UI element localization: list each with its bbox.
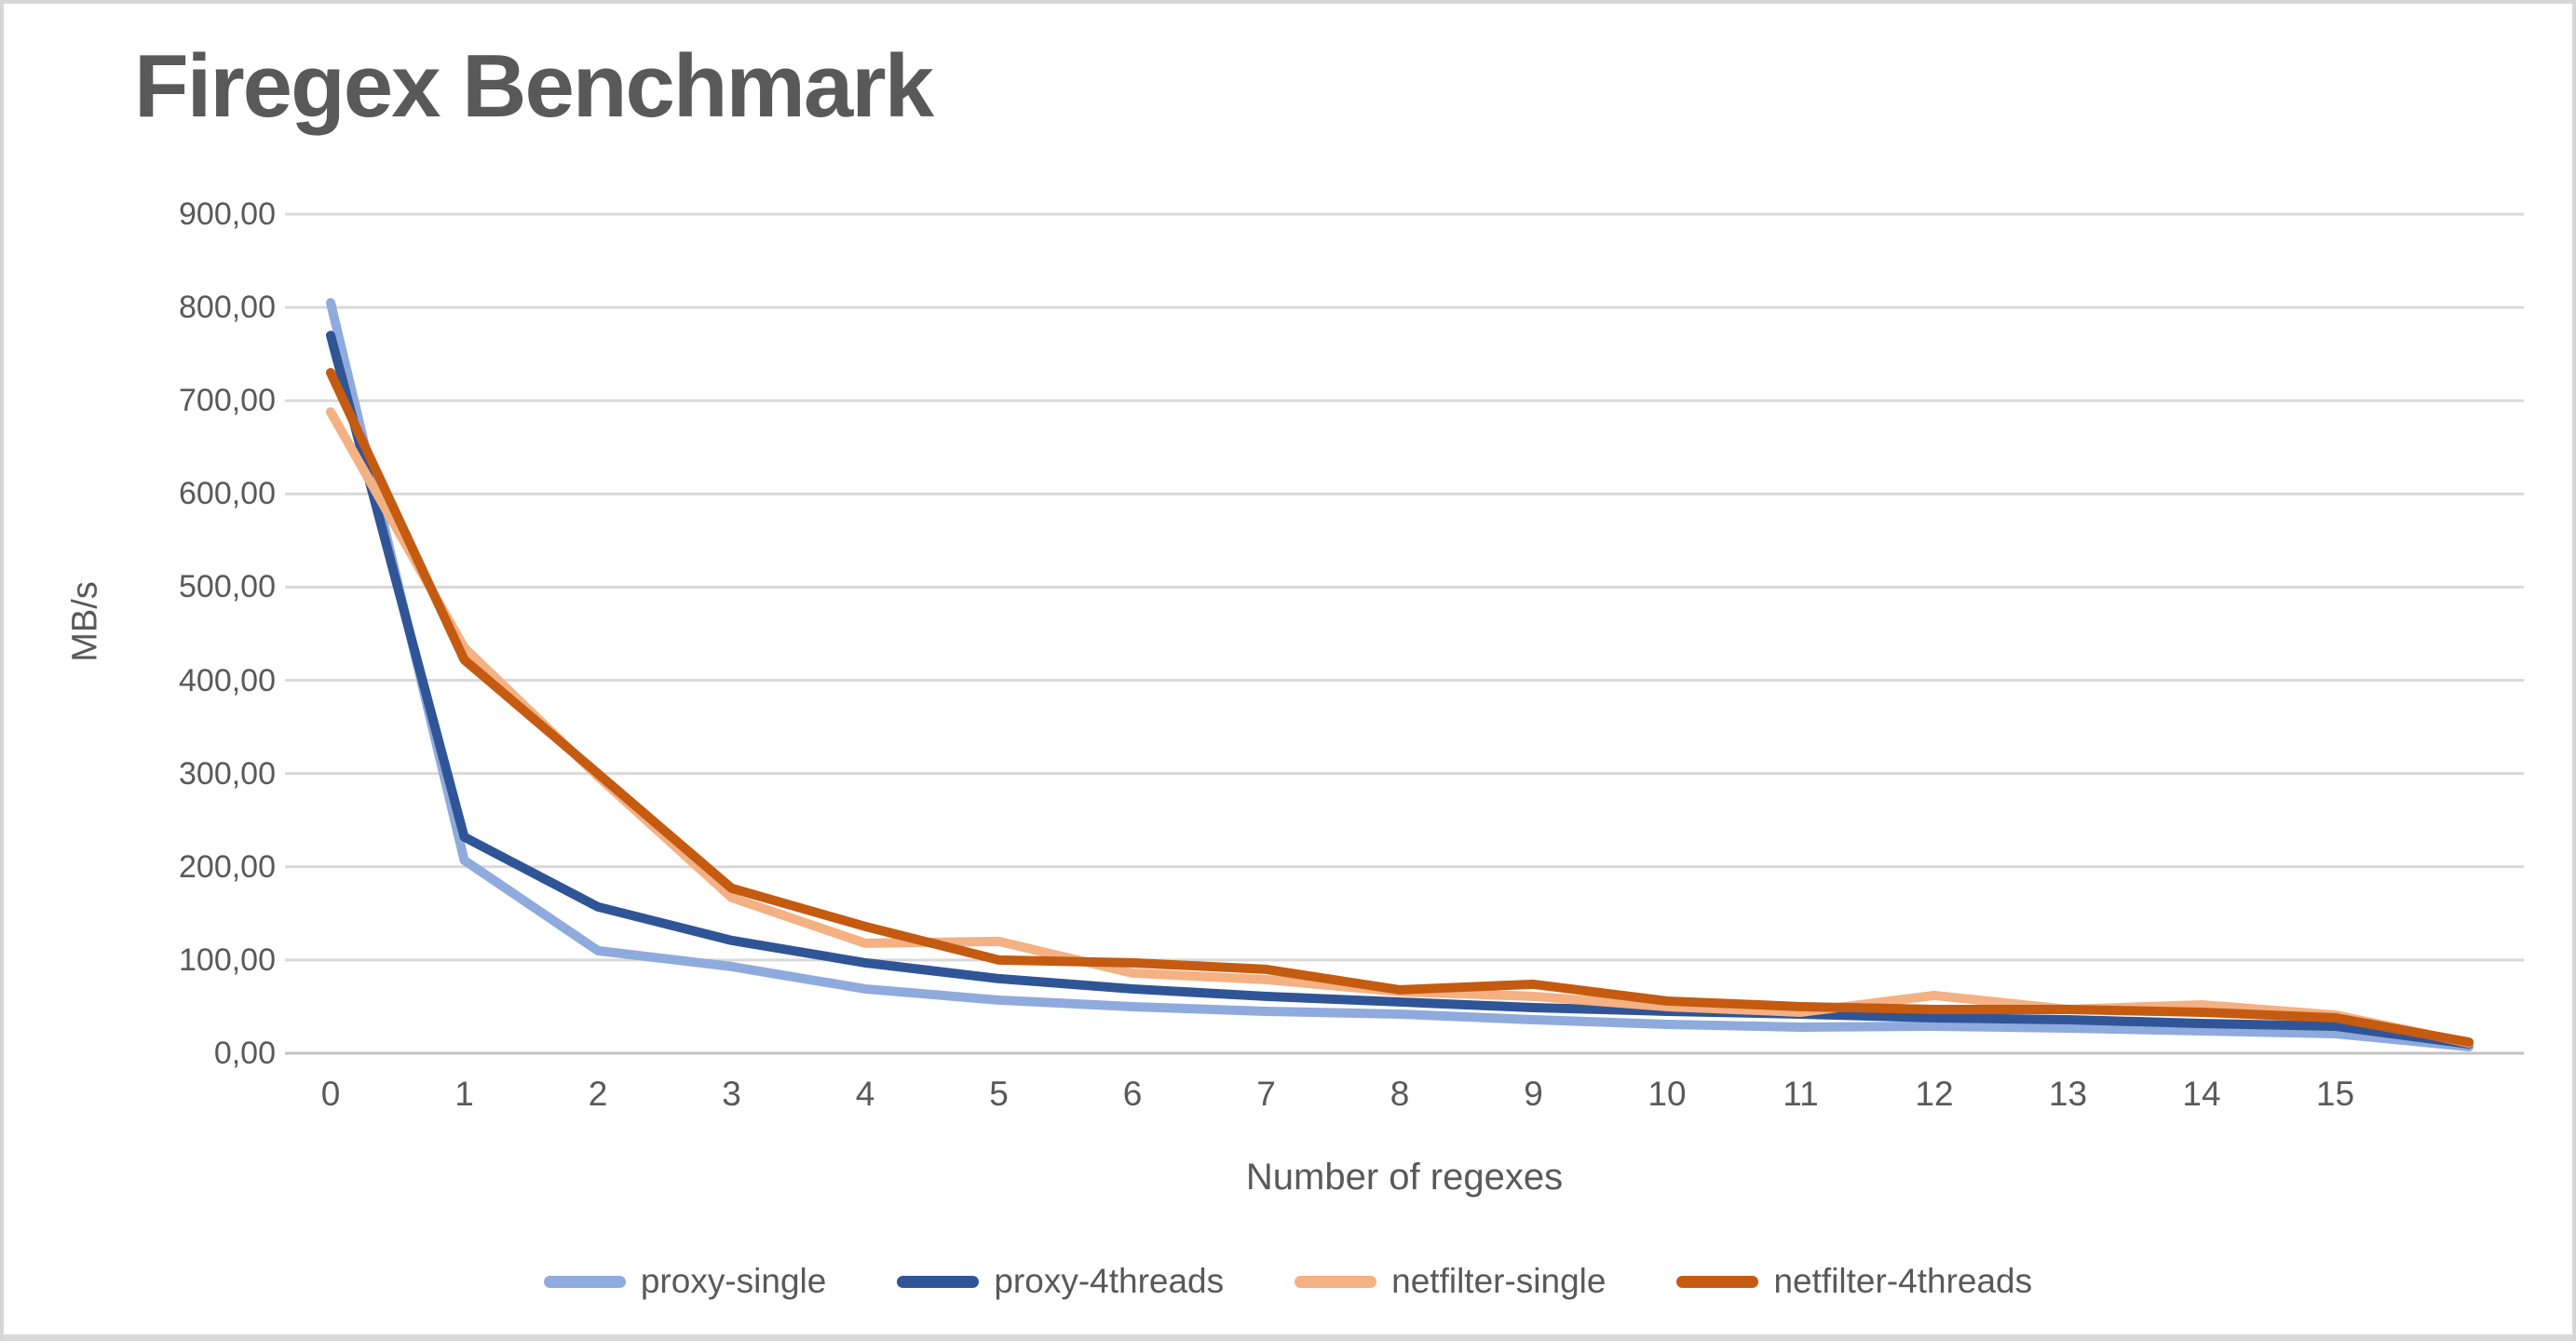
legend-item-proxy-single: proxy-single bbox=[543, 1262, 827, 1301]
legend-label-netfilter-single: netfilter-single bbox=[1391, 1262, 1607, 1300]
y-tick-label-0: 0,00 bbox=[213, 1036, 276, 1071]
series-line-proxy-single bbox=[326, 298, 2474, 1051]
y-tick-label-600: 600,00 bbox=[179, 476, 276, 512]
series-line-proxy-4threads bbox=[326, 331, 2474, 1049]
x-tick-label-0: 0 bbox=[320, 1075, 341, 1113]
x-tick-label-13: 13 bbox=[2048, 1075, 2088, 1113]
legend-label-proxy-4threads: proxy-4threads bbox=[994, 1262, 1225, 1300]
legend-item-netfilter-single: netfilter-single bbox=[1295, 1262, 1606, 1301]
legend-label-netfilter-4threads: netfilter-4threads bbox=[1773, 1262, 2033, 1300]
x-tick-label-11: 11 bbox=[1783, 1075, 1819, 1113]
y-tick-label-300: 300,00 bbox=[179, 755, 276, 792]
y-tick-label-400: 400,00 bbox=[179, 662, 276, 698]
x-tick-label-8: 8 bbox=[1390, 1075, 1410, 1113]
chart-title: Firegex Benchmark bbox=[134, 36, 934, 136]
legend-swatch-netfilter-single bbox=[1295, 1275, 1377, 1288]
y-tick-label-900: 900,00 bbox=[179, 196, 276, 232]
legend-label-proxy-single: proxy-single bbox=[640, 1262, 827, 1300]
legend: proxy-single proxy-4threads netfilter-sing… bbox=[4, 1255, 2572, 1307]
x-tick-label-14: 14 bbox=[2182, 1075, 2221, 1113]
x-tick-label-10: 10 bbox=[1647, 1075, 1687, 1113]
legend-item-netfilter-4threads: netfilter-4threads bbox=[1676, 1262, 2032, 1301]
series-line-netfilter-4threads bbox=[326, 368, 2474, 1047]
legend-swatch-proxy-single bbox=[543, 1275, 626, 1288]
x-tick-label-2: 2 bbox=[588, 1075, 608, 1113]
x-tick-label-15: 15 bbox=[2315, 1075, 2355, 1113]
plot-area bbox=[285, 212, 2524, 1055]
x-tick-label-7: 7 bbox=[1256, 1075, 1276, 1113]
x-axis-title: Number of regexes bbox=[1245, 1157, 1564, 1198]
x-tick-label-6: 6 bbox=[1122, 1075, 1143, 1113]
x-tick-label-3: 3 bbox=[722, 1075, 741, 1113]
x-tick-label-9: 9 bbox=[1524, 1075, 1543, 1113]
y-tick-label-500: 500,00 bbox=[179, 569, 276, 605]
y-tick-label-100: 100,00 bbox=[179, 941, 276, 978]
x-tick-label-5: 5 bbox=[989, 1075, 1009, 1113]
y-tick-label-200: 200,00 bbox=[179, 848, 276, 885]
legend-swatch-netfilter-4threads bbox=[1676, 1275, 1759, 1288]
series-line-netfilter-single bbox=[326, 407, 2474, 1048]
y-tick-label-800: 800,00 bbox=[179, 290, 276, 326]
x-tick-label-12: 12 bbox=[1915, 1075, 1954, 1113]
legend-swatch-proxy-4threads bbox=[897, 1275, 980, 1288]
legend-item-proxy-4threads: proxy-4threads bbox=[897, 1262, 1224, 1301]
y-tick-label-700: 700,00 bbox=[179, 383, 276, 419]
x-tick-label-1: 1 bbox=[454, 1075, 474, 1113]
x-tick-label-4: 4 bbox=[855, 1075, 875, 1113]
